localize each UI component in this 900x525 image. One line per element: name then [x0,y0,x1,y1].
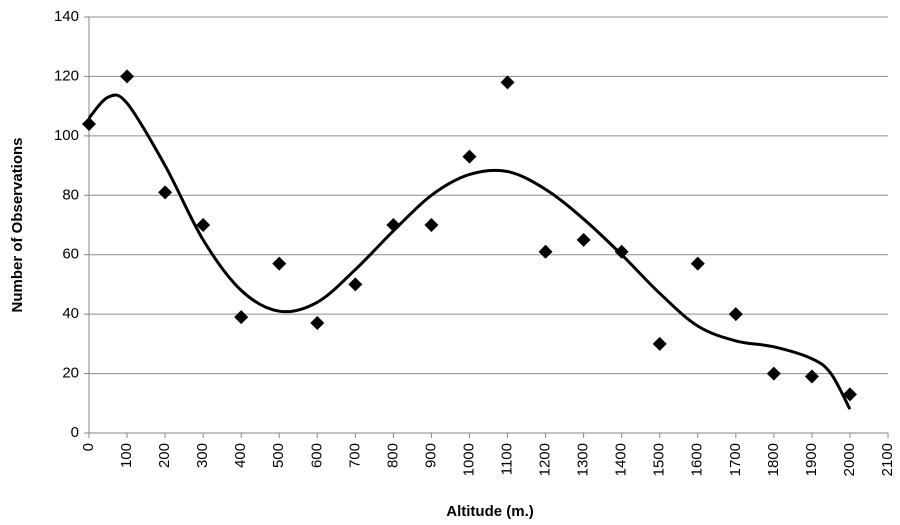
x-tick-label: 800 [384,443,401,468]
point [614,244,629,259]
y-tick-label: 120 [54,67,79,84]
point [728,307,743,322]
x-tick-label: 300 [194,443,211,468]
point [234,310,249,325]
point [576,232,591,247]
trend-line [87,93,852,410]
x-tick-label: 2100 [879,443,896,476]
x-tick-label: 1400 [613,443,630,476]
x-tick-label: 200 [156,443,173,468]
x-tick-label: 1900 [803,443,820,476]
x-tick-label: 1000 [460,443,477,476]
point [842,387,857,402]
point [310,316,325,331]
x-tick-label: 400 [232,443,249,468]
x-tick-label: 1500 [651,443,668,476]
x-tick-label: 900 [422,443,439,468]
y-tick-label: 40 [62,305,79,322]
point [82,116,96,131]
point [766,366,781,381]
point [462,149,477,164]
x-tick-label: 500 [270,443,287,468]
point [500,75,515,90]
x-tick-label: 600 [308,443,325,468]
y-tick-label: 60 [62,246,79,263]
point [424,218,439,232]
x-tick-label: 1700 [727,443,744,476]
point [804,369,819,384]
x-tick-label: 2000 [841,443,858,476]
y-axis-label: Number of Observations [9,137,26,312]
y-tick-label: 100 [54,127,79,144]
point [158,185,173,200]
x-tick-label: 1800 [765,443,782,476]
x-tick-label: 100 [118,443,135,468]
x-tick-label: 1600 [689,443,706,476]
y-tick-label: 0 [71,424,79,441]
x-tick-label: 0 [80,443,97,451]
point [120,69,135,84]
y-tick-label: 140 [54,8,79,25]
x-tick-label: 1100 [498,443,515,475]
y-tick-label: 80 [62,186,79,203]
point [348,277,363,292]
point [690,256,705,271]
point [272,256,287,271]
x-tick-label: 700 [346,443,363,468]
x-axis-label: Altitude (m.) [446,503,534,520]
point [652,336,667,351]
point [538,244,553,259]
y-tick-label: 20 [62,365,79,382]
point [196,218,211,232]
x-tick-label: 1200 [537,443,554,476]
x-tick-label: 1300 [575,443,592,476]
